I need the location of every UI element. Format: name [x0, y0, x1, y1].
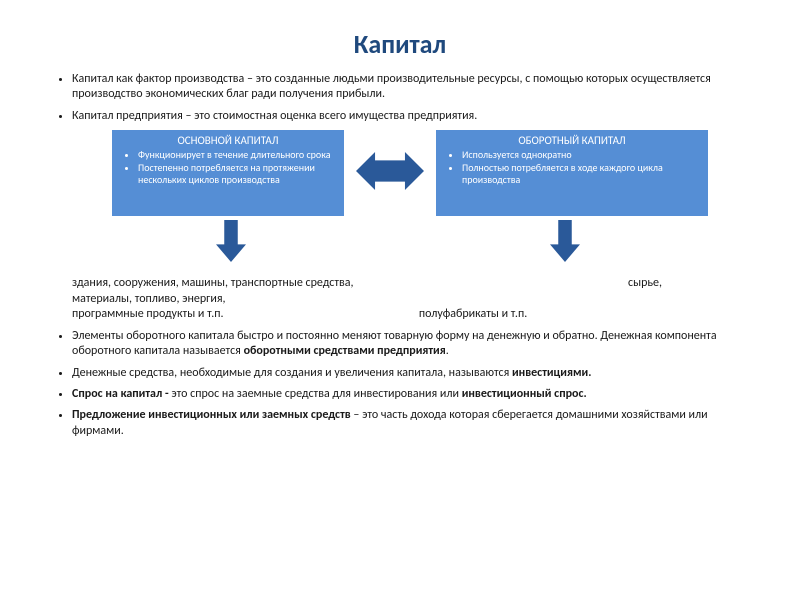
- bottom-bullets: Элементы оборотного капитала быстро и по…: [48, 329, 752, 439]
- down-arrow-left-icon: [216, 220, 246, 262]
- down-arrow-right-icon: [550, 220, 580, 262]
- box-fixed-title: ОСНОВНОЙ КАПИТАЛ: [120, 134, 336, 147]
- bullet-demand: Спрос на капитал - это спрос на заемные …: [72, 387, 752, 402]
- box-fixed-item1: Функционирует в течение длительного срок…: [138, 149, 336, 162]
- examples-left: здания, сооружения, машины, транспортные…: [72, 276, 353, 292]
- box-fixed-item2: Постепенно потребляется на протяжении не…: [138, 162, 336, 187]
- double-arrow-icon: [356, 152, 424, 190]
- capital-diagram: ОСНОВНОЙ КАПИТАЛ Функционирует в течение…: [48, 130, 752, 270]
- box-working-capital: ОБОРОТНЫЙ КАПИТАЛ Используется однократн…: [436, 130, 708, 216]
- bullet-def2: Капитал предприятия – это стоимостная оц…: [72, 109, 752, 124]
- slide-title: Капитал: [48, 28, 752, 60]
- bullet-working-means: Элементы оборотного капитала быстро и по…: [72, 329, 752, 360]
- bullet-def1: Капитал как фактор производства – это со…: [72, 72, 752, 103]
- box-working-title: ОБОРОТНЫЙ КАПИТАЛ: [444, 134, 700, 147]
- box-working-item1: Используется однократно: [462, 149, 700, 162]
- examples-block: здания, сооружения, машины, транспортные…: [72, 276, 752, 323]
- bullet-supply: Предложение инвестиционных или заемных с…: [72, 408, 752, 439]
- bullet-investments: Денежные средства, необходимые для созда…: [72, 366, 752, 381]
- box-fixed-capital: ОСНОВНОЙ КАПИТАЛ Функционирует в течение…: [112, 130, 344, 216]
- top-bullets: Капитал как фактор производства – это со…: [48, 72, 752, 124]
- examples-right: сырье,: [628, 276, 752, 292]
- box-working-item2: Полностью потребляется в ходе каждого ци…: [462, 162, 700, 187]
- examples-line2: материалы, топливо, энергия,: [72, 292, 752, 308]
- examples-line3: программные продукты и т.п. полуфабрикат…: [72, 307, 752, 323]
